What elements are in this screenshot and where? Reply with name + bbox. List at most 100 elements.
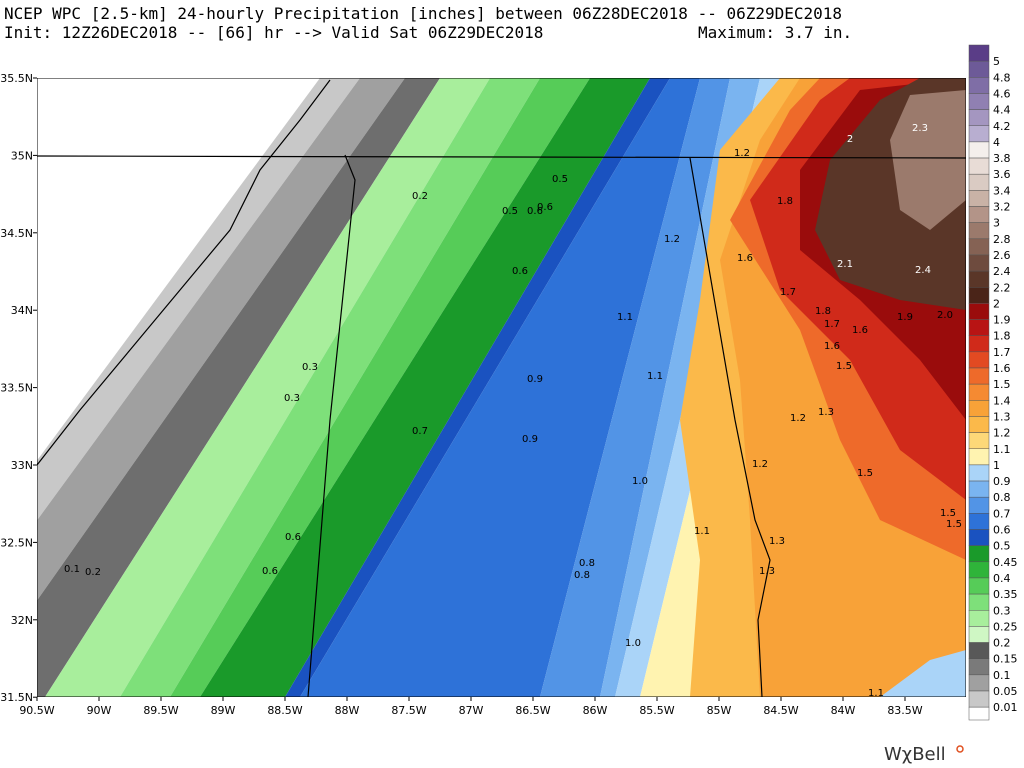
contour-label: 2.0 [937, 310, 953, 321]
colorbar-cell [968, 222, 990, 240]
header-maximum: Maximum: 3.7 in. [698, 23, 852, 42]
contour-label: 0.1 [64, 564, 80, 575]
colorbar-label: 0.2 [993, 637, 1011, 650]
contour-label: 1.2 [790, 413, 806, 424]
colorbar-cell [968, 496, 990, 514]
header-init: Init: 12Z26DEC2018 -- [66] hr --> Valid … [4, 23, 543, 42]
contour-label: 0.8 [574, 570, 590, 581]
colorbar-label: 3.6 [993, 168, 1011, 181]
header-title: NCEP WPC [2.5-km] 24-hourly Precipitatio… [4, 4, 842, 23]
lon-label: 89W [211, 704, 236, 717]
band [37, 78, 405, 601]
colorbar-cell [968, 44, 990, 62]
lon-label: 87.5W [391, 704, 426, 717]
lon-label: 84W [831, 704, 856, 717]
lon-label: 85W [707, 704, 732, 717]
contour-label: 0.3 [302, 362, 318, 373]
colorbar-label: 2.4 [993, 265, 1011, 278]
lat-label: 34.5N [0, 227, 33, 240]
contour-label: 0.6 [537, 202, 553, 213]
contour-label: 0.7 [412, 426, 428, 437]
colorbar-label: 2.6 [993, 249, 1011, 262]
contour-label: 2.1 [837, 259, 853, 270]
contour-label: 2.3 [912, 123, 928, 134]
colorbar-label: 2.2 [993, 281, 1011, 294]
contour-label: 1.6 [824, 341, 840, 352]
contour-label: 0.5 [552, 174, 568, 185]
colorbar-label: 3.4 [993, 184, 1011, 197]
colorbar-cell [968, 593, 990, 611]
contour-label: 1.1 [868, 688, 884, 699]
lon-label: 90W [87, 704, 112, 717]
colorbar-label: 1.3 [993, 410, 1011, 423]
colorbar-label: 3.2 [993, 201, 1011, 214]
colorbar-cell [968, 480, 990, 498]
colorbar-label: 1.1 [993, 443, 1011, 456]
contour-label: 0.5 [502, 206, 518, 217]
colorbar-label: 0.01 [993, 701, 1018, 714]
contour-label: 1.5 [940, 508, 956, 519]
band [285, 78, 670, 697]
colorbar-label: 1.7 [993, 346, 1011, 359]
colorbar-cell [968, 706, 990, 721]
band [880, 650, 966, 697]
colorbar-label: 0.9 [993, 475, 1011, 488]
colorbar-label: 0.5 [993, 540, 1011, 553]
colorbar-label: 0.1 [993, 669, 1011, 682]
colorbar-cell [968, 561, 990, 579]
lat-label: 32.5N [0, 536, 33, 549]
colorbar-cell [968, 610, 990, 627]
band [37, 78, 440, 697]
colorbar-cell [968, 416, 990, 433]
contour-label: 0.2 [412, 191, 428, 202]
border [307, 154, 356, 697]
contour-label: 1.9 [897, 312, 913, 323]
colorbar-label: 0.3 [993, 604, 1011, 617]
lon-label: 86W [583, 704, 608, 717]
logo: WχBell [884, 744, 946, 765]
contour-label: 0.2 [85, 567, 101, 578]
colorbar-label: 0.25 [993, 620, 1018, 633]
contour-label: 1.1 [694, 526, 710, 537]
colorbar-label: 4.2 [993, 120, 1011, 133]
colorbar-label: 1.9 [993, 314, 1011, 327]
contour-label: 0.3 [284, 393, 300, 404]
colorbar-cell [968, 335, 990, 353]
contour-label: 1.2 [734, 148, 750, 159]
colorbar-label: 4 [993, 136, 1000, 149]
colorbar-cell [968, 545, 990, 563]
colorbar-cell [968, 351, 990, 369]
contour-label: 2.4 [915, 265, 931, 276]
lon-label: 88W [335, 704, 360, 717]
band [200, 78, 650, 697]
contour-label: 1.6 [737, 253, 753, 264]
colorbar-label: 1.4 [993, 394, 1011, 407]
colorbar-cell [968, 190, 990, 207]
colorbar-cell [968, 432, 990, 450]
colorbar-label: 1.2 [993, 427, 1011, 440]
colorbar-cell [968, 173, 990, 191]
colorbar-label: 3 [993, 217, 1000, 230]
contour-label: 0.6 [512, 266, 528, 277]
colorbar-cell [968, 383, 990, 401]
colorbar-cell [968, 287, 990, 304]
border [37, 155, 966, 159]
colorbar-label: 4.8 [993, 71, 1011, 84]
colorbar-label: 1 [993, 459, 1000, 472]
colorbar-cell [968, 60, 990, 78]
contour-label: 2 [847, 134, 853, 145]
state-borders [37, 79, 966, 697]
contour-label: 1.8 [777, 196, 793, 207]
colorbar-label: 2 [993, 297, 1000, 310]
colorbar-label: 0.7 [993, 507, 1011, 520]
colorbar-cell [968, 77, 990, 94]
colorbar-label: 0.6 [993, 524, 1011, 537]
colorbar-cell [968, 254, 990, 272]
colorbar-cell [968, 157, 990, 175]
colorbar-label: 4.6 [993, 87, 1011, 100]
contour-label: 0.9 [527, 374, 543, 385]
colorbar-label: 0.15 [993, 653, 1018, 666]
contour-label: 1.3 [769, 536, 785, 547]
border [689, 157, 771, 697]
